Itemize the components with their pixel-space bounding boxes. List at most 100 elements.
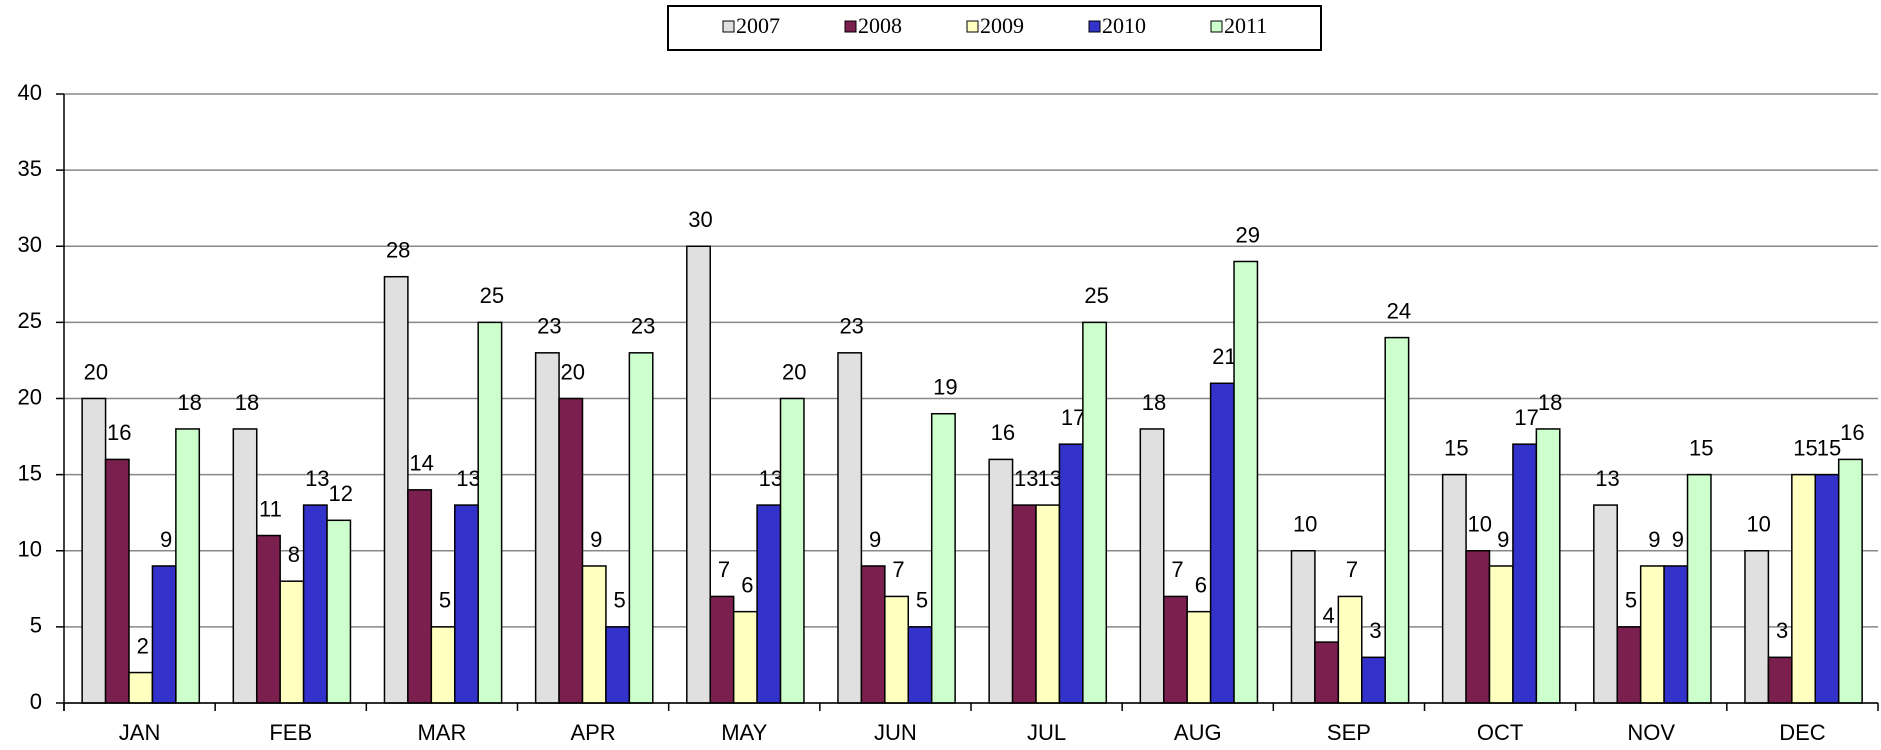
bar <box>1314 641 1340 704</box>
legend-label: 2011 <box>1224 13 1267 38</box>
y-tick-label: 35 <box>18 156 42 181</box>
data-label: 9 <box>1648 527 1660 552</box>
data-label: 7 <box>718 557 730 582</box>
data-label: 7 <box>1346 557 1358 582</box>
bar <box>988 458 1014 704</box>
y-tick-label: 25 <box>18 308 42 333</box>
bar <box>581 565 607 704</box>
data-label: 16 <box>991 420 1015 445</box>
bar <box>860 565 886 704</box>
data-label: 5 <box>439 588 451 613</box>
data-label: 5 <box>1625 588 1637 613</box>
y-tick-label: 5 <box>30 613 42 638</box>
bar <box>1512 443 1538 704</box>
data-label: 14 <box>409 451 433 476</box>
data-label: 9 <box>160 527 172 552</box>
data-label: 20 <box>782 359 806 384</box>
legend: 2007 2008 2009 2010 2011 <box>667 5 1322 51</box>
data-label: 15 <box>1444 435 1468 460</box>
data-label: 15 <box>1689 435 1713 460</box>
legend-label: 2009 <box>980 13 1024 38</box>
data-label: 9 <box>1672 527 1684 552</box>
y-tick-label: 40 <box>18 80 42 105</box>
data-label: 6 <box>741 572 753 597</box>
bar <box>709 595 735 704</box>
data-label: 13 <box>1037 466 1061 491</box>
bar <box>1767 656 1793 704</box>
data-label: 15 <box>1793 435 1817 460</box>
data-label: 10 <box>1293 512 1317 537</box>
data-label: 10 <box>1746 512 1770 537</box>
bar <box>1035 504 1061 704</box>
bar <box>837 352 863 704</box>
data-label: 3 <box>1369 618 1381 643</box>
bar <box>1233 260 1259 704</box>
bar <box>1837 458 1863 704</box>
bar <box>1337 595 1363 704</box>
bar <box>1139 428 1165 704</box>
data-label: 23 <box>537 314 561 339</box>
bar <box>1639 565 1665 704</box>
data-label: 29 <box>1236 222 1260 247</box>
data-label: 16 <box>107 420 131 445</box>
bar <box>1488 565 1514 704</box>
bar <box>407 489 433 704</box>
data-label: 20 <box>561 359 585 384</box>
y-tick-label: 15 <box>18 460 42 485</box>
data-label: 9 <box>590 527 602 552</box>
bar <box>907 626 933 704</box>
bar <box>1814 473 1840 704</box>
x-tick-label: MAR <box>417 720 466 745</box>
x-tick-label: FEB <box>269 720 312 745</box>
data-label: 21 <box>1212 344 1236 369</box>
data-label: 9 <box>1497 527 1509 552</box>
bar <box>1082 321 1108 704</box>
data-label: 10 <box>1468 512 1492 537</box>
bar <box>128 671 154 704</box>
bar <box>1384 336 1410 704</box>
legend-swatch <box>966 20 979 33</box>
data-label: 17 <box>1514 405 1538 430</box>
bar <box>558 397 584 704</box>
legend-label: 2007 <box>736 13 780 38</box>
bar <box>1290 550 1316 704</box>
data-label: 7 <box>1171 557 1183 582</box>
data-label: 16 <box>1840 420 1864 445</box>
data-label: 11 <box>259 496 282 521</box>
legend-swatch <box>722 20 735 33</box>
y-tick-label: 0 <box>30 689 42 714</box>
data-label: 18 <box>1142 390 1166 415</box>
bar <box>1058 443 1084 704</box>
bar <box>930 412 956 704</box>
bar <box>1791 473 1817 704</box>
legend-swatch <box>844 20 857 33</box>
bar <box>779 397 805 704</box>
bar <box>534 352 560 704</box>
y-tick-label: 30 <box>18 232 42 257</box>
bar <box>232 428 258 704</box>
bar <box>1011 504 1037 704</box>
data-label: 19 <box>933 375 957 400</box>
bar <box>1535 428 1561 704</box>
data-label: 9 <box>869 527 881 552</box>
bar <box>326 519 352 704</box>
bar <box>1162 595 1188 704</box>
bar <box>1744 550 1770 704</box>
bar <box>477 321 503 704</box>
legend-swatch <box>1088 20 1101 33</box>
bar <box>430 626 456 704</box>
legend-swatch <box>1210 20 1223 33</box>
data-label: 13 <box>305 466 329 491</box>
bar <box>1616 626 1642 704</box>
bar <box>732 610 758 704</box>
data-label: 13 <box>1014 466 1038 491</box>
data-label: 23 <box>631 314 655 339</box>
bar <box>605 626 631 704</box>
data-label: 18 <box>177 390 201 415</box>
x-tick-label: MAY <box>721 720 767 745</box>
bar <box>628 352 654 704</box>
bar <box>151 565 177 704</box>
x-tick-label: SEP <box>1327 720 1371 745</box>
legend-label: 2008 <box>858 13 902 38</box>
